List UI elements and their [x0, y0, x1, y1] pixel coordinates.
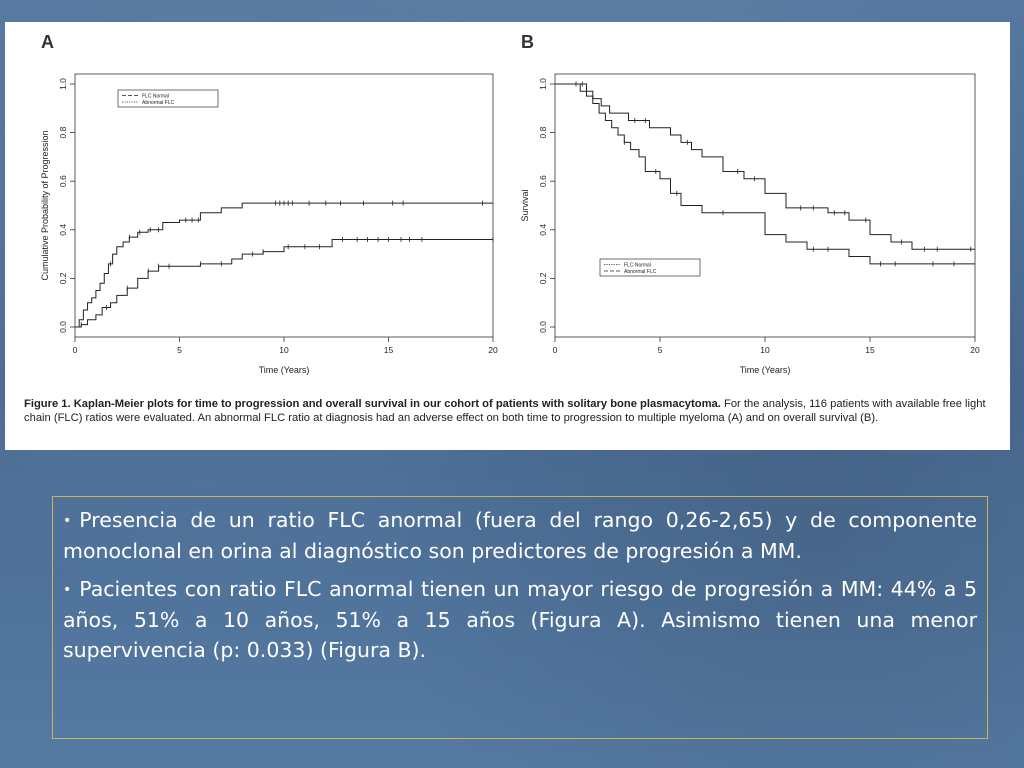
x-tick-label: 0 — [553, 345, 558, 355]
panel-label: A — [41, 32, 54, 52]
x-tick-label: 15 — [384, 345, 394, 355]
bullet-text-1: Presencia de un ratio FLC anormal (fuera… — [63, 508, 977, 563]
bullet-dot-icon: • — [63, 513, 72, 529]
caption-bold: Figure 1. Kaplan-Meier plots for time to… — [24, 398, 721, 410]
summary-text-box: • Presencia de un ratio FLC anormal (fuer… — [52, 496, 988, 739]
chart-panel-a: A 0 5 10 15 20 0.0 0.2 0.4 0.6 0.8 1.0 Time (Years) C… — [40, 32, 498, 375]
x-tick-label: 15 — [865, 345, 875, 355]
legend-box — [599, 258, 701, 277]
y-tick-label: 0.4 — [58, 224, 68, 236]
x-tick-label: 0 — [73, 345, 78, 355]
series-line-abnormal-flc — [555, 83, 975, 265]
x-tick-label: 20 — [488, 345, 498, 355]
legend-label: FLC Normal — [624, 262, 651, 268]
caption-rest: For the analysis, 116 patients with avai… — [24, 398, 986, 424]
kaplan-meier-figure: A 0 5 10 15 20 0.0 0.2 0.4 0.6 0.8 1.0 Time (Years) C… — [40, 32, 980, 375]
x-tick-label: 10 — [279, 345, 289, 355]
x-tick-label: 5 — [658, 345, 663, 355]
y-tick-label: 0.0 — [58, 321, 68, 333]
y-tick-label: 0.2 — [538, 272, 548, 284]
y-tick-label: 0.6 — [538, 175, 548, 187]
y-tick-label: 0.0 — [538, 321, 548, 333]
y-tick-label: 0.4 — [538, 224, 548, 236]
y-axis-title: Survival — [520, 189, 530, 221]
y-tick-label: 1.0 — [538, 78, 548, 90]
figure-panel: A 0 5 10 15 20 0.0 0.2 0.4 0.6 0.8 1.0 Time (Years) C… — [5, 22, 1010, 450]
legend-box — [117, 89, 219, 108]
x-tick-label: 5 — [177, 345, 182, 355]
panel-label: B — [521, 32, 534, 52]
bullet-text-2: Pacientes con ratio FLC anormal tienen u… — [63, 577, 977, 662]
legend-label: FLC Normal — [142, 93, 169, 99]
legend-label: Abnormal FLC — [142, 100, 175, 106]
series-line-abnormal-flc — [75, 202, 493, 328]
series-line-flc-normal — [555, 83, 975, 250]
y-axis-title: Cumulative Probability of Progression — [40, 130, 50, 280]
bullet-item-2: • Pacientes con ratio FLC anormal tienen … — [63, 574, 977, 665]
bullet-item-1: • Presencia de un ratio FLC anormal (fuer… — [63, 505, 977, 566]
x-axis-title: Time (Years) — [259, 365, 310, 375]
x-tick-label: 10 — [760, 345, 770, 355]
figure-caption: Figure 1. Kaplan-Meier plots for time to… — [24, 398, 999, 425]
chart-panel-b: B 0 5 10 15 20 0.0 0.2 0.4 0.6 0.8 1.0 Time (Years) S… — [520, 32, 980, 375]
x-tick-label: 20 — [970, 345, 980, 355]
y-tick-label: 0.8 — [58, 126, 68, 138]
x-axis-title: Time (Years) — [740, 365, 791, 375]
y-tick-label: 0.8 — [538, 126, 548, 138]
series-line-flc-normal — [75, 239, 493, 328]
y-tick-label: 0.2 — [58, 272, 68, 284]
y-tick-label: 1.0 — [58, 78, 68, 90]
bullet-dot-icon: • — [63, 582, 72, 598]
legend-label: Abnormal FLC — [624, 269, 657, 275]
y-tick-label: 0.6 — [58, 175, 68, 187]
